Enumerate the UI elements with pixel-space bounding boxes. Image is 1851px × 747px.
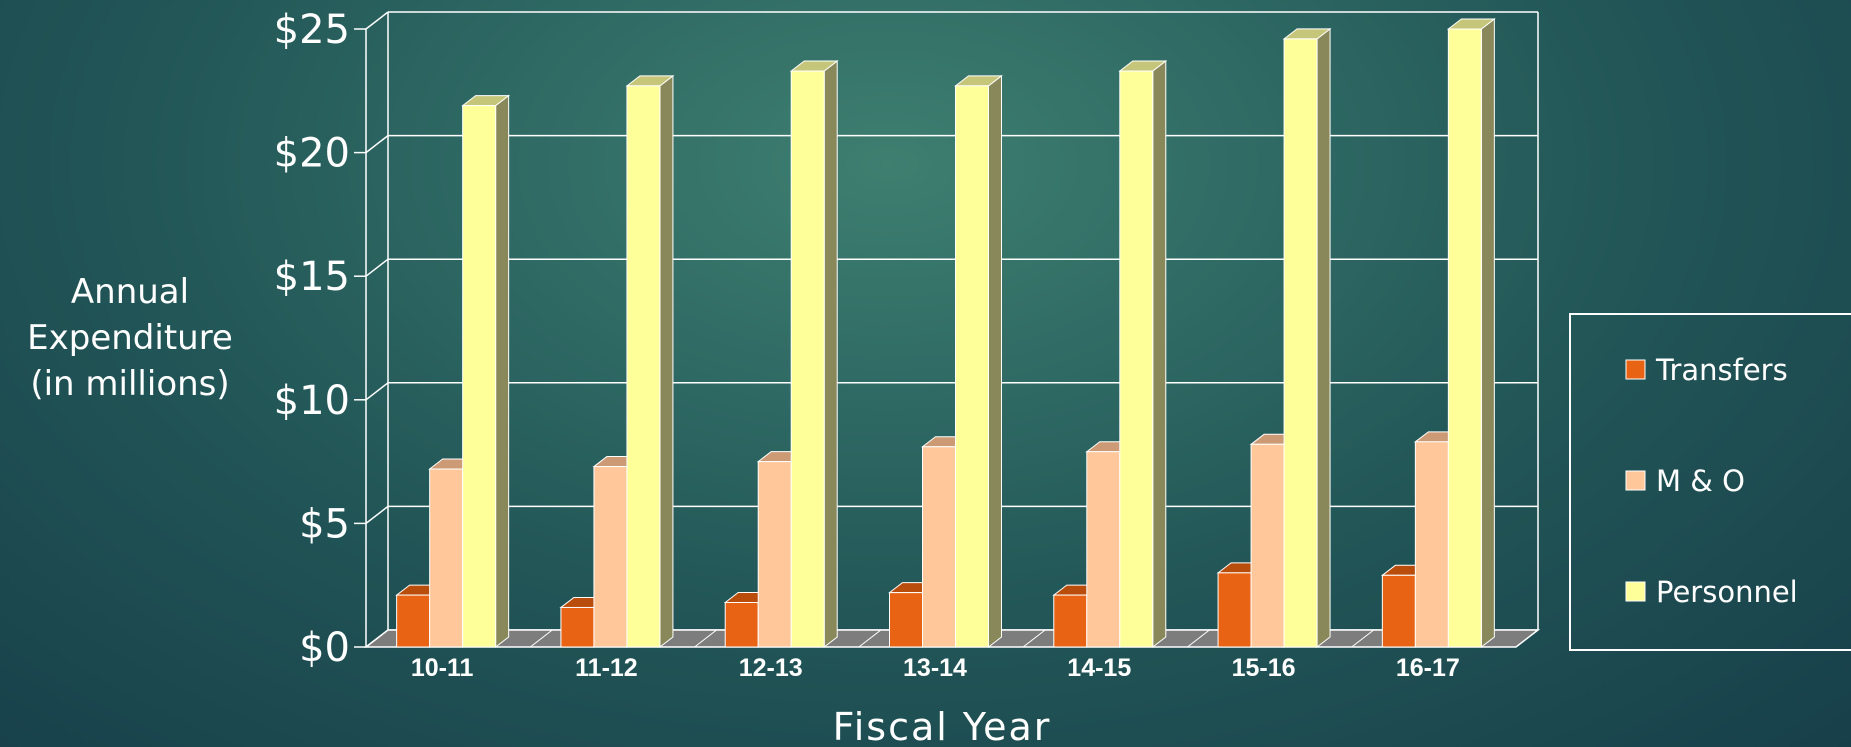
bar-side — [823, 60, 838, 649]
bar-front — [790, 70, 825, 648]
bar-front — [724, 602, 759, 648]
bar — [1446, 17, 1496, 649]
bar-front — [429, 468, 464, 648]
floor-divider — [529, 629, 553, 648]
bar-front — [889, 592, 923, 648]
bar-front — [593, 466, 628, 648]
bar-side — [988, 74, 1002, 649]
x-tick-label: 13-14 — [903, 654, 967, 682]
bar-front — [922, 446, 956, 648]
bar-front — [1250, 443, 1285, 648]
bar-front — [955, 85, 989, 648]
y-tick-label: $15 — [274, 254, 350, 300]
bar-front — [560, 606, 595, 648]
bar-front — [1414, 441, 1449, 648]
gridline-wall — [365, 382, 389, 401]
y-axis-title-line: (in millions) — [30, 364, 229, 404]
bar — [1118, 60, 1168, 649]
y-axis-title: Annual Expenditure (in millions) — [27, 272, 233, 404]
legend-box — [1569, 313, 1851, 651]
floor-divider — [1187, 629, 1210, 648]
bar-side — [1152, 60, 1167, 649]
legend-swatch — [1625, 470, 1646, 491]
bar-front — [462, 105, 497, 648]
legend-label: M & O — [1656, 464, 1745, 498]
bar-front — [1447, 28, 1482, 648]
y-axis-title-line: Annual — [71, 272, 189, 312]
y-tick-label: $20 — [274, 131, 350, 177]
bar — [625, 74, 675, 649]
legend-swatch — [1625, 581, 1646, 602]
floor-divider — [1351, 629, 1375, 648]
y-tick-label: $5 — [299, 501, 350, 547]
bar-front — [1086, 451, 1121, 648]
bar-side — [495, 94, 510, 649]
y-tick-label: $25 — [274, 7, 350, 53]
bar-front — [1381, 574, 1416, 648]
x-tick-label: 15-16 — [1232, 654, 1296, 682]
bar-side — [1480, 17, 1495, 649]
legend-label: Personnel — [1656, 575, 1798, 609]
x-tick-label: 11-12 — [575, 654, 638, 682]
gridline-wall — [365, 11, 389, 30]
bar-front — [626, 85, 661, 648]
bar-front — [1119, 70, 1154, 648]
bar-front — [1217, 572, 1252, 648]
x-tick-label: 12-13 — [739, 654, 803, 682]
gridline-wall — [365, 135, 389, 154]
bar-front — [1053, 594, 1088, 648]
x-tick-label: 10-11 — [411, 654, 474, 682]
y-tick-label: $10 — [274, 378, 350, 424]
bar-front — [757, 461, 792, 648]
legend-label: Transfers — [1655, 353, 1788, 387]
bar-front — [1283, 38, 1318, 648]
bar-side — [659, 74, 674, 649]
y-tick-label: $0 — [299, 625, 350, 671]
gridline-wall — [365, 505, 389, 524]
x-tick-label: 14-15 — [1067, 654, 1131, 682]
plot-area: $0 $5 $10 $15 $20 $25 10-11 11-12 12-13 13-14 14-1… — [274, 7, 1541, 682]
x-axis-title: Fiscal Year — [833, 705, 1052, 747]
bar-side — [1316, 27, 1331, 649]
y-axis-title-line: Expenditure — [27, 318, 233, 358]
bar — [789, 60, 839, 649]
bar — [1282, 27, 1332, 649]
bar-front — [396, 594, 431, 648]
floor-divider — [1022, 629, 1046, 648]
legend-swatch — [1625, 359, 1646, 380]
x-tick-label: 16-17 — [1396, 654, 1460, 682]
floor-divider — [858, 629, 882, 648]
legend: Transfers M & O Personnel — [1569, 313, 1851, 651]
gridline-wall — [365, 258, 389, 277]
floor-divider — [694, 629, 717, 648]
bar — [954, 74, 1003, 649]
bar — [461, 94, 511, 649]
